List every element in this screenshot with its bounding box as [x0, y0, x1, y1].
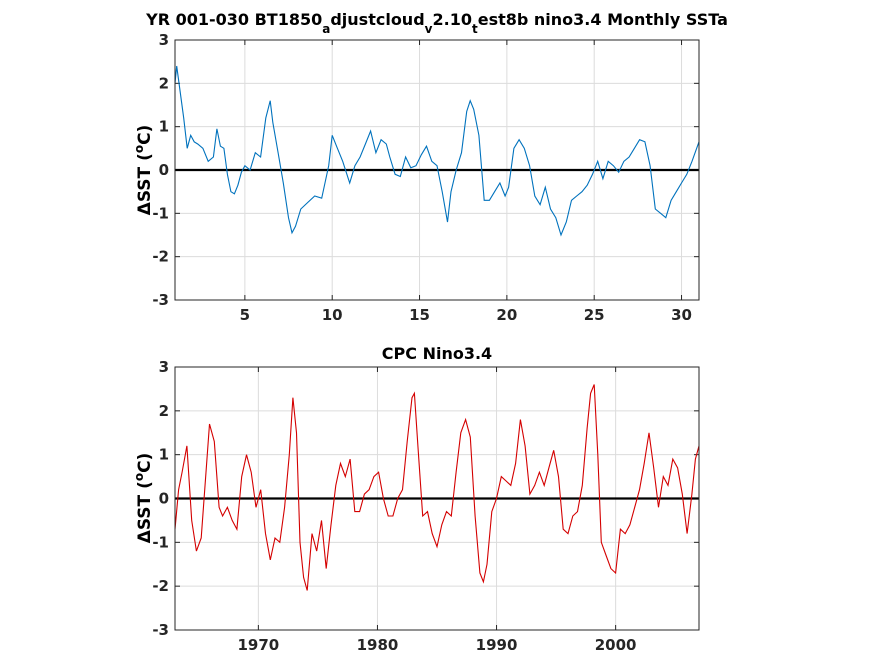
title-part-sub1: a: [322, 22, 330, 36]
bottom-plot-frame: [174, 366, 700, 631]
y-tick-label: 3: [159, 358, 169, 376]
bottom-y-tick-labels: -3 -2 -1 0 1 2 3: [152, 358, 169, 639]
title-part-main: YR 001-030 BT1850: [145, 10, 322, 29]
y-tick-label: 1: [159, 446, 169, 464]
x-tick-label: 1970: [237, 636, 279, 654]
y-tick-label: -1: [152, 204, 169, 222]
y-tick-label: -3: [152, 291, 169, 309]
bottom-x-tick-labels: 1970 1980 1990 2000: [237, 636, 636, 654]
title-part-mid1: djustcloud: [330, 10, 424, 29]
y-tick-label: 3: [159, 31, 169, 49]
ylabel-prefix: ΔSST (: [135, 153, 155, 215]
bottom-chart-title: CPC Nino3.4: [382, 344, 492, 363]
title-part-sub2: v: [425, 22, 433, 36]
x-tick-label: 20: [496, 306, 517, 324]
top-x-tick-labels: 5 10 15 20 25 30: [240, 306, 692, 324]
top-panel: YR 001-030 BT1850adjustcloudv2.10test8b …: [132, 10, 728, 324]
x-tick-label: 1990: [476, 636, 518, 654]
ylabel-superscript: o: [132, 145, 146, 153]
top-y-tick-labels: -3 -2 -1 0 1 2 3: [152, 31, 169, 309]
x-tick-label: 25: [584, 306, 605, 324]
title-part-sub3: t: [472, 22, 478, 36]
ylabel-superscript: o: [132, 473, 146, 481]
top-chart-title: YR 001-030 BT1850adjustcloudv2.10test8b …: [145, 10, 728, 36]
y-tick-label: 2: [159, 402, 169, 420]
y-tick-label: -2: [152, 577, 169, 595]
top-plot-frame: [174, 39, 700, 301]
title-part-mid2: 2.10: [432, 10, 471, 29]
x-tick-label: 30: [671, 306, 692, 324]
title-part-tail: est8b nino3.4 Monthly SSTa: [478, 10, 728, 29]
y-tick-label: -3: [152, 621, 169, 639]
y-tick-label: 0: [159, 490, 169, 508]
ylabel-suffix: C): [135, 453, 155, 473]
top-series-line: [174, 65, 700, 237]
y-tick-label: 2: [159, 74, 169, 92]
x-tick-label: 10: [322, 306, 343, 324]
bottom-series-line: [174, 384, 700, 591]
y-tick-label: -2: [152, 248, 169, 266]
ylabel-suffix: C): [135, 125, 155, 145]
y-tick-label: 1: [159, 118, 169, 136]
y-tick-label: 0: [159, 161, 169, 179]
x-tick-label: 1980: [357, 636, 399, 654]
y-tick-label: -1: [152, 533, 169, 551]
ylabel-prefix: ΔSST (: [135, 481, 155, 543]
x-tick-label: 15: [409, 306, 430, 324]
x-tick-label: 2000: [595, 636, 637, 654]
bottom-y-axis-label: ΔSST (oC): [132, 453, 155, 544]
top-y-axis-label: ΔSST (oC): [132, 125, 155, 216]
x-tick-label: 5: [240, 306, 250, 324]
